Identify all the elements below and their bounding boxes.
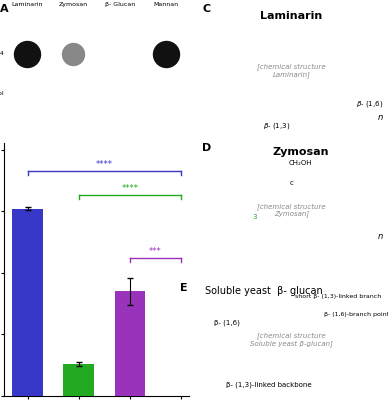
Text: n: n bbox=[378, 232, 383, 241]
Point bbox=[70, 51, 76, 57]
Text: Laminarin: Laminarin bbox=[11, 2, 43, 7]
Text: 3: 3 bbox=[252, 214, 256, 220]
Text: [chemical structure
Laminarin]: [chemical structure Laminarin] bbox=[257, 63, 326, 78]
Text: Zymosan: Zymosan bbox=[272, 148, 329, 158]
Text: n: n bbox=[378, 113, 383, 122]
Text: ***: *** bbox=[149, 247, 162, 256]
Text: c: c bbox=[289, 180, 293, 186]
Text: A: A bbox=[0, 4, 9, 14]
Text: β- (1,6)-branch point: β- (1,6)-branch point bbox=[324, 312, 388, 317]
Text: $\beta$- (1,6): $\beta$- (1,6) bbox=[356, 99, 384, 109]
Text: IgG Control: IgG Control bbox=[0, 91, 4, 96]
Text: D: D bbox=[203, 144, 211, 154]
Text: [chemical structure
Zymosan]: [chemical structure Zymosan] bbox=[257, 203, 326, 217]
Bar bbox=[63, 364, 94, 396]
Text: β- (1,3)-linked backbone: β- (1,3)-linked backbone bbox=[226, 382, 312, 388]
Text: CH₂OH: CH₂OH bbox=[289, 160, 312, 166]
Text: [chemical structure
Soluble yeast β-glucan]: [chemical structure Soluble yeast β-gluc… bbox=[250, 332, 333, 347]
Text: β- (1,6): β- (1,6) bbox=[213, 319, 239, 326]
Text: C: C bbox=[203, 4, 210, 14]
Point bbox=[24, 51, 30, 57]
Text: β- Glucan: β- Glucan bbox=[105, 2, 135, 7]
Text: Mannan: Mannan bbox=[154, 2, 179, 7]
Text: $\beta$- (1,3): $\beta$- (1,3) bbox=[263, 122, 290, 132]
Text: ****: **** bbox=[121, 184, 139, 193]
Bar bbox=[12, 209, 43, 396]
Text: short β- (1,3)-linked branch: short β- (1,3)-linked branch bbox=[294, 294, 381, 299]
Text: mAbF1.4: mAbF1.4 bbox=[0, 52, 4, 56]
Point bbox=[163, 51, 169, 57]
Text: Zymosan: Zymosan bbox=[59, 2, 88, 7]
Text: ****: **** bbox=[96, 160, 113, 169]
Text: E: E bbox=[180, 283, 188, 293]
Text: Soluble yeast  β- glucan: Soluble yeast β- glucan bbox=[205, 286, 322, 296]
Text: Laminarin: Laminarin bbox=[260, 11, 322, 21]
Bar bbox=[114, 291, 145, 396]
